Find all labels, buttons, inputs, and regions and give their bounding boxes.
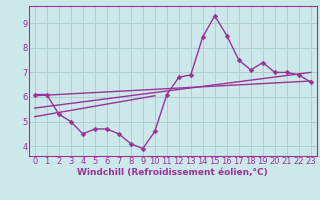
X-axis label: Windchill (Refroidissement éolien,°C): Windchill (Refroidissement éolien,°C) [77,168,268,177]
